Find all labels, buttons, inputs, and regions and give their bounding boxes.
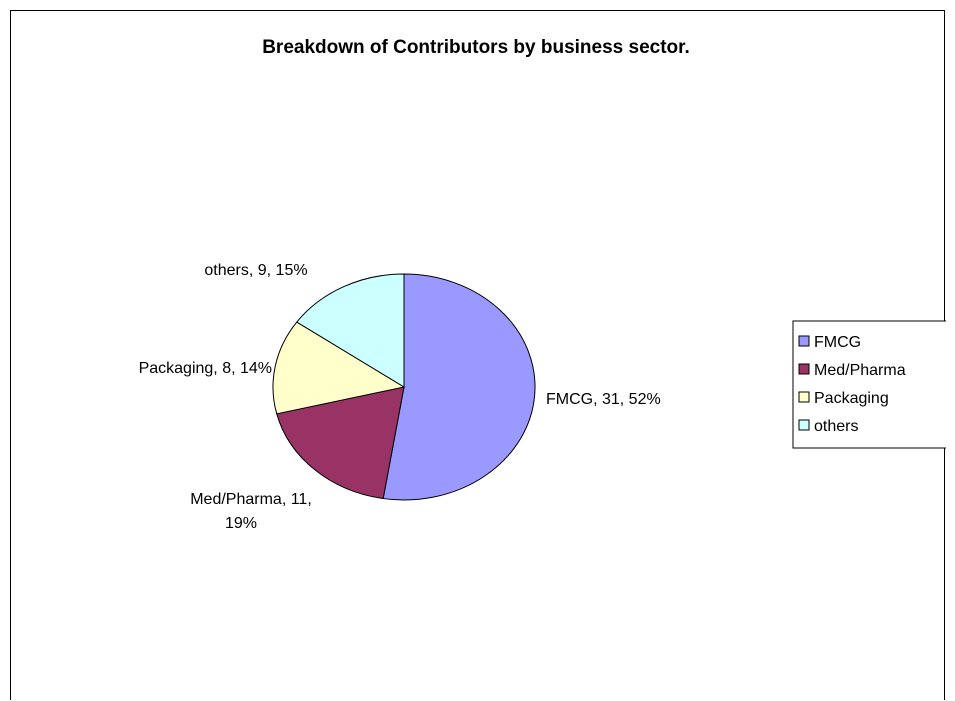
legend-swatch-med-pharma [798, 363, 810, 375]
legend-box [792, 320, 946, 449]
data-labels: FMCG, 31, 52% Med/Pharma, 11, 19% Packaging… [139, 262, 661, 532]
legend-swatch-others [798, 419, 810, 431]
pie-slice-packaging [272, 321, 406, 415]
chart-title: Breakdown of Contributors by business se… [262, 37, 690, 58]
legend-label-med-pharma: Med/Pharma [814, 362, 906, 379]
pie-slice-fmcg [382, 273, 536, 501]
data-label-packaging: Packaging, 8, 14% [139, 360, 272, 377]
data-label-fmcg: FMCG, 31, 52% [546, 391, 661, 408]
legend-label-fmcg: FMCG [814, 334, 861, 351]
pie-slice-med-pharma [276, 386, 405, 500]
data-label-others: others, 9, 15% [204, 262, 307, 279]
pie-slice-others [296, 273, 405, 388]
chart-frame: Breakdown of Contributors by business se… [10, 10, 946, 700]
legend-swatch-packaging [798, 391, 810, 403]
pie-slices [272, 273, 536, 501]
legend: FMCG Med/Pharma Packaging others [792, 320, 946, 449]
legend-label-packaging: Packaging [814, 390, 889, 407]
legend-label-others: others [814, 418, 858, 435]
legend-swatch-fmcg [798, 335, 810, 347]
data-label-med-pharma: Med/Pharma, 11, 19% [190, 491, 312, 532]
pie-chart: Breakdown of Contributors by business se… [139, 37, 946, 532]
